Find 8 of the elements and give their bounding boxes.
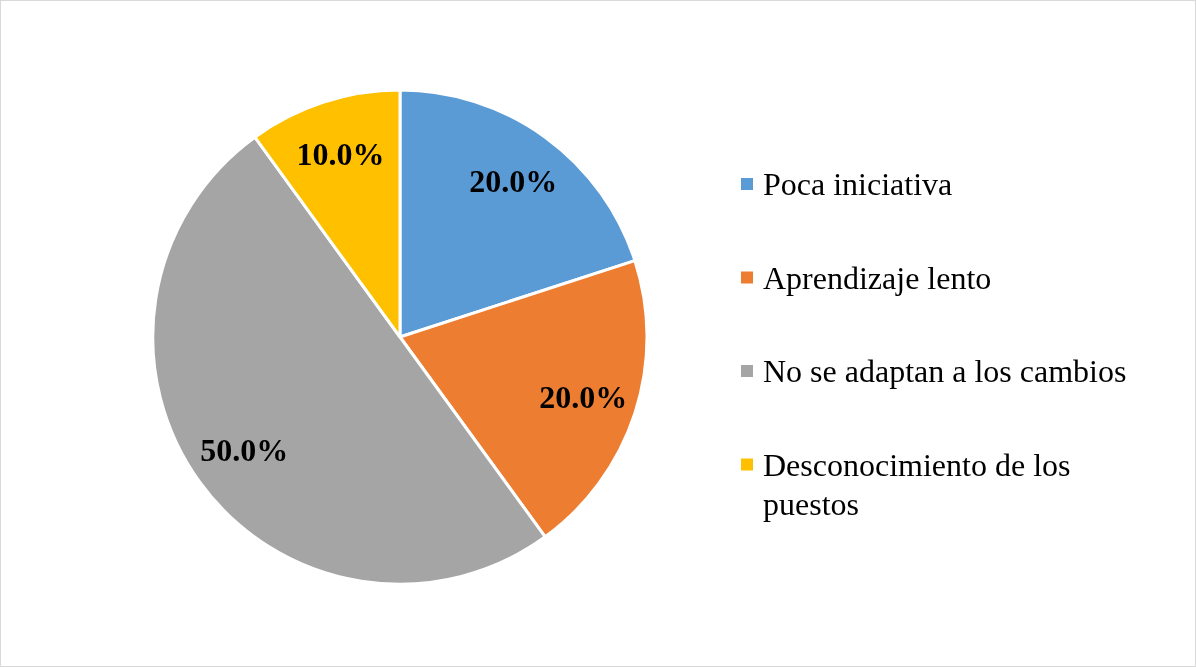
legend-label: Desconocimiento de los puestos: [763, 446, 1071, 522]
data-label: 10.0%: [296, 135, 385, 172]
legend-label: Poca iniciativa: [763, 166, 953, 202]
data-label: 20.0%: [539, 378, 628, 415]
data-label: 20.0%: [469, 163, 558, 200]
data-label: 50.0%: [200, 432, 289, 469]
legend-label: Aprendizaje lento: [763, 259, 992, 296]
legend-label: No se adaptan a los cambios: [763, 353, 1127, 389]
